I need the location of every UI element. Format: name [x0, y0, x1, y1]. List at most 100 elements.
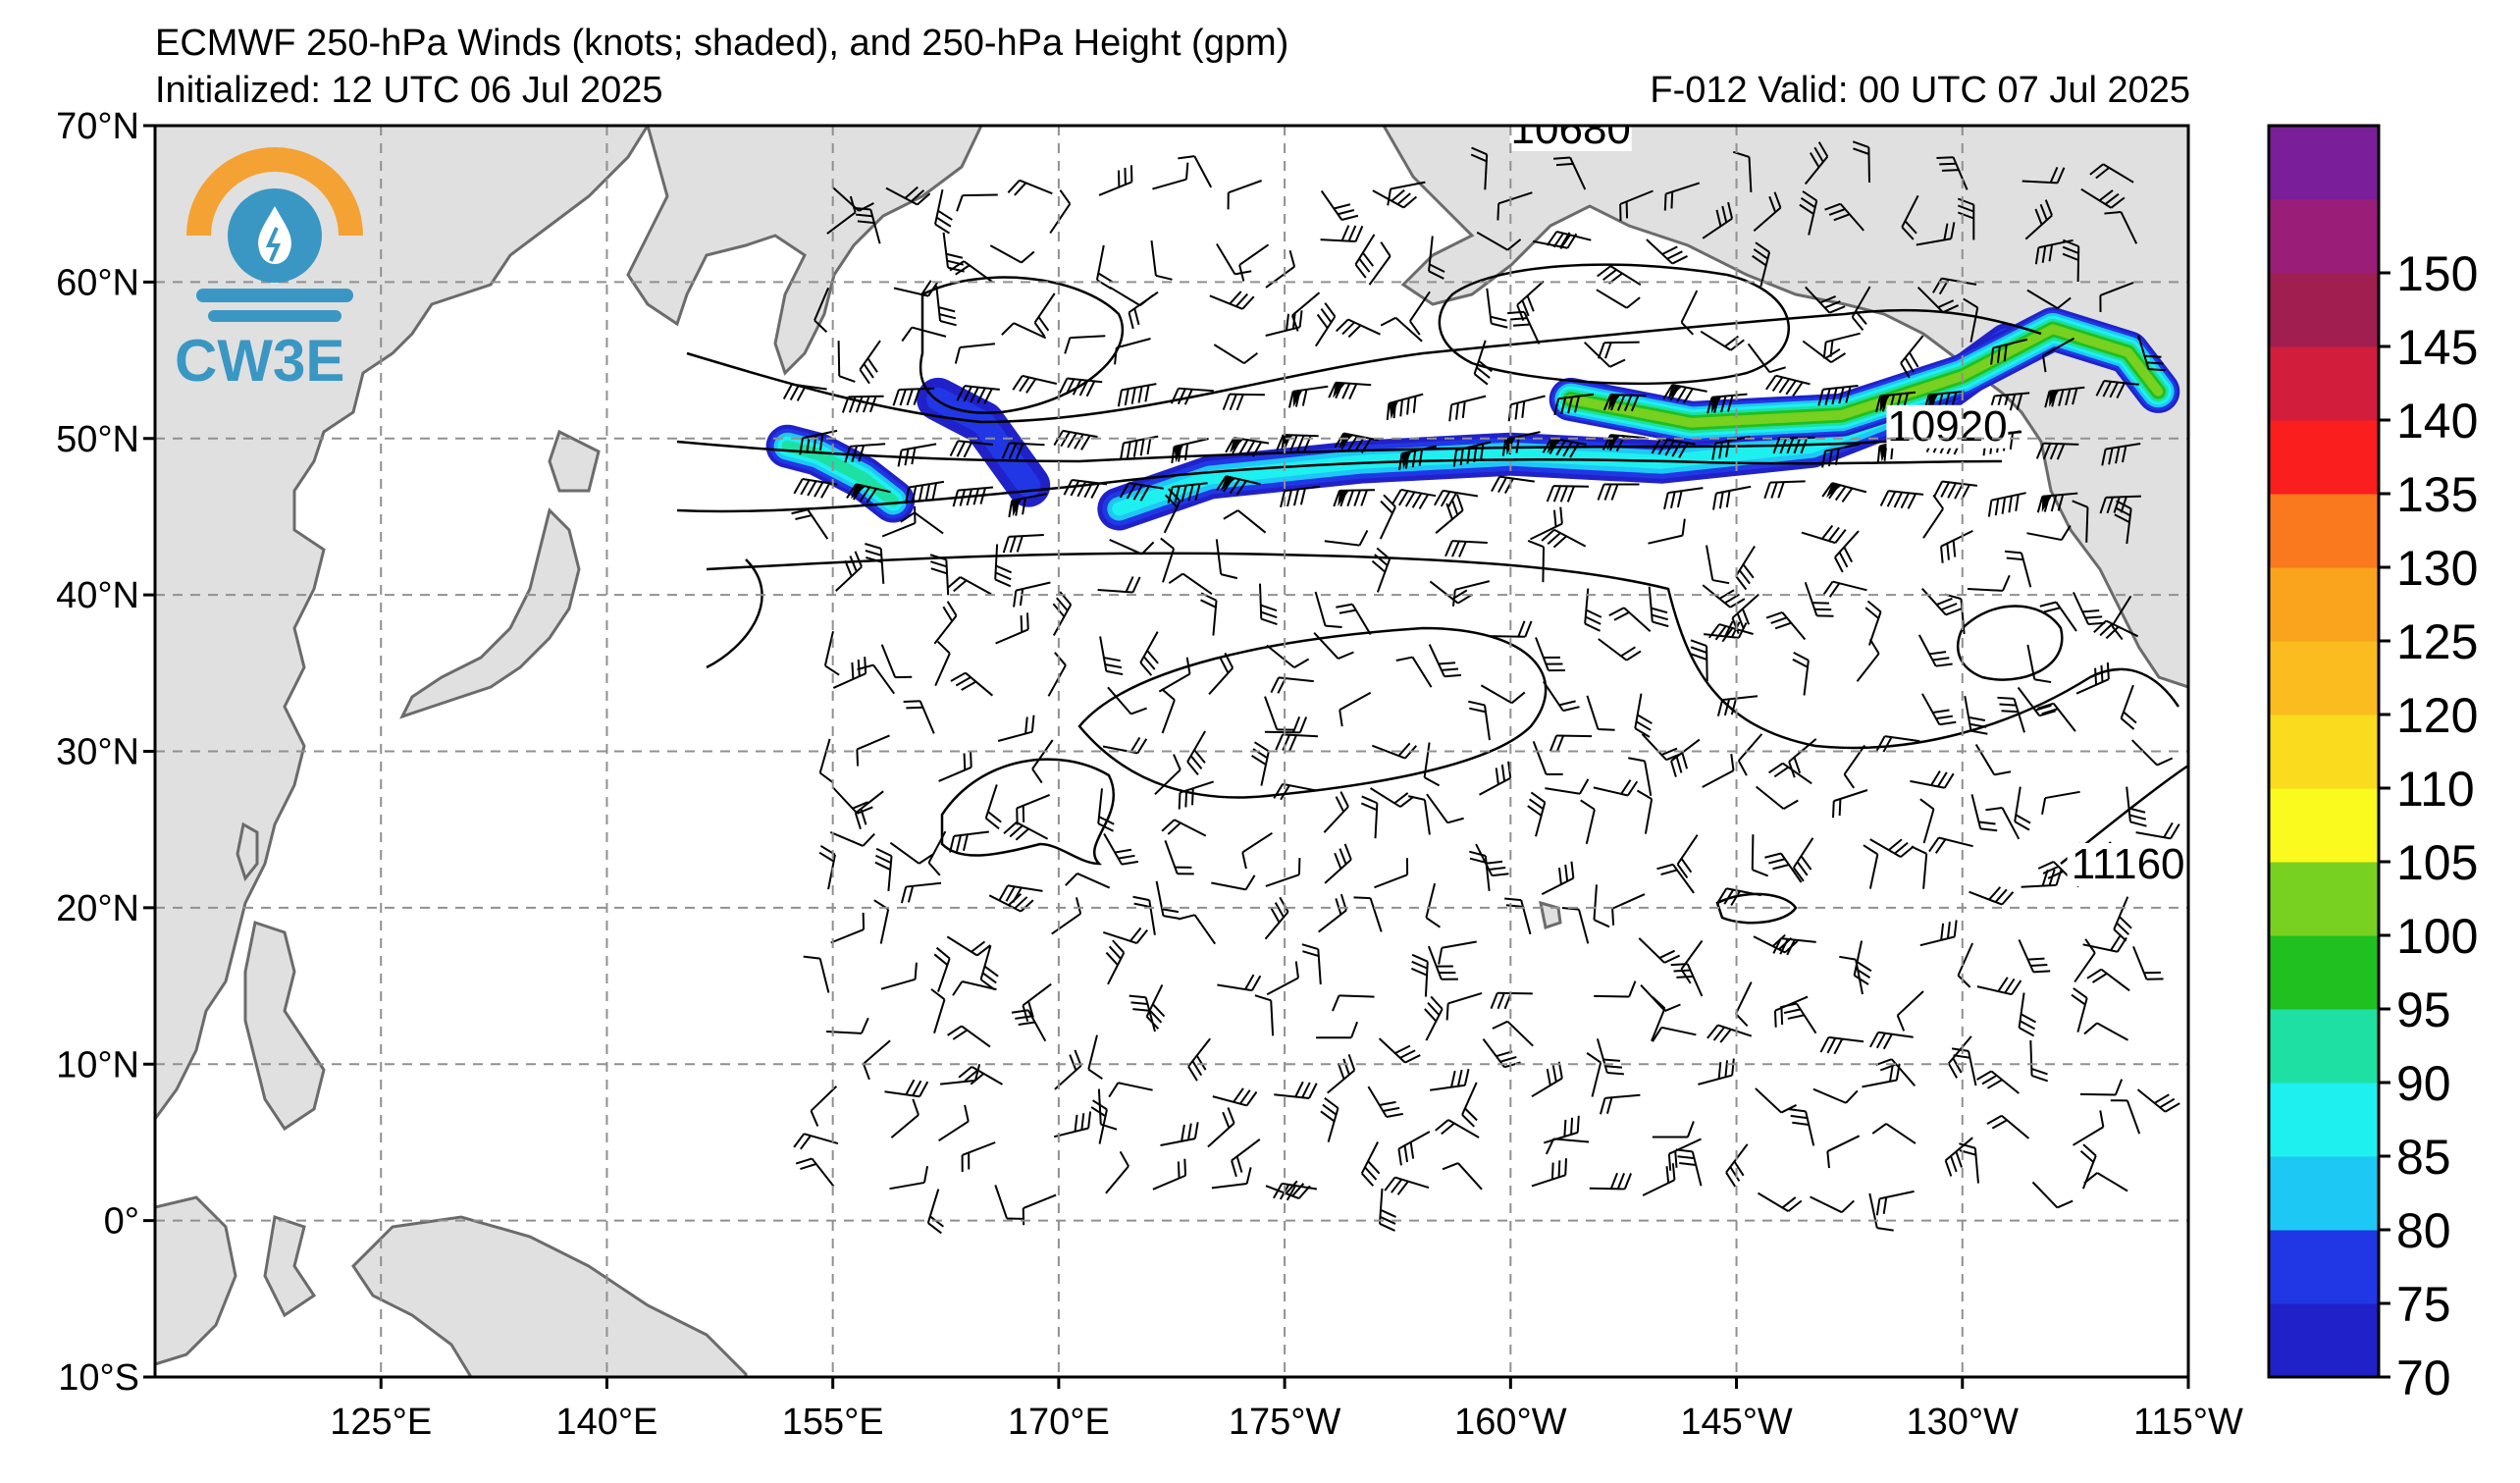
wind-barb [791, 508, 829, 540]
height-contour [676, 458, 2003, 513]
wind-barb [1323, 791, 1349, 833]
wind-barb [859, 340, 881, 385]
colorbar-box [2269, 494, 2379, 568]
wind-barb [989, 244, 1035, 264]
wind-barb [1541, 528, 1587, 549]
wind-barb [1435, 494, 1464, 534]
wind-barb [1490, 991, 1533, 1010]
wind-barb [1254, 994, 1275, 1036]
wind-barb [2130, 739, 2174, 767]
wind-barb [1792, 651, 1810, 696]
contour-label: 10920 [1887, 402, 2007, 450]
wind-barb [1266, 961, 1299, 996]
wind-barb [1597, 483, 1640, 501]
wind-barb [1215, 539, 1238, 580]
wind-barb [984, 784, 1002, 830]
wind-barb [1541, 861, 1575, 895]
wind-barb [826, 195, 857, 235]
lat-tick-label: 10°S [58, 1357, 139, 1399]
wind-barbs [782, 140, 2180, 1235]
wind-barb [1535, 637, 1565, 672]
height-contour [1077, 626, 1548, 799]
wind-barb [2026, 524, 2072, 542]
wind-barb [2082, 935, 2127, 953]
wind-barb [2089, 163, 2134, 184]
colorbar-label: 80 [2396, 1203, 2451, 1258]
wind-barb [1301, 943, 1322, 985]
wind-barb [1211, 874, 1256, 891]
colorbar-label: 145 [2396, 320, 2478, 375]
wind-barb [1611, 893, 1646, 926]
wind-barb [1670, 738, 1701, 777]
wind-barb [1033, 292, 1056, 338]
wind-barb [1049, 189, 1072, 235]
height-contours [676, 263, 2188, 925]
wind-barb [857, 663, 896, 695]
wind-barb [1651, 437, 1696, 458]
wind-barb [1496, 191, 1533, 221]
wind-barb [1001, 322, 1047, 340]
contour-label: 11160 [2072, 840, 2185, 888]
wind-barb [1594, 980, 1637, 998]
wind-barb [1280, 485, 1320, 508]
land-kamchatka [626, 126, 983, 376]
colorbar-box [2269, 126, 2379, 200]
wind-barb [1051, 897, 1082, 935]
wind-barb [1208, 652, 1234, 695]
wind-barb [1737, 733, 1763, 776]
wind-barb [1919, 798, 1935, 844]
wind-barb [1957, 942, 1974, 988]
wind-barb [1792, 837, 1814, 882]
lat-tick-label: 20°N [56, 888, 139, 929]
wind-barb [1970, 794, 1998, 832]
wind-barb [903, 700, 935, 734]
land-philippines [243, 921, 326, 1132]
wind-barb [1435, 1119, 1480, 1139]
wind-barb [1320, 1097, 1339, 1142]
wind-barb [2062, 238, 2080, 283]
wind-barb [1251, 741, 1270, 786]
wind-barb [1751, 834, 1769, 877]
wind-barb [1856, 638, 1880, 682]
wind-barb [1065, 873, 1111, 889]
wind-barb [1922, 494, 1944, 539]
colorbar-label: 150 [2396, 246, 2478, 301]
wind-barb [830, 912, 866, 944]
wind-barb [2110, 1099, 2141, 1135]
wind-barb [1187, 1037, 1211, 1082]
wind-barb [1964, 696, 1988, 735]
lon-tick-label: 170°E [1008, 1402, 1110, 1443]
wind-barb [1022, 982, 1052, 1023]
wind-barb [1875, 735, 1920, 753]
colorbar-label: 120 [2396, 688, 2478, 743]
land-borneo [155, 1195, 237, 1366]
wind-barb [1448, 395, 1487, 422]
wind-barb [2126, 786, 2147, 827]
wind-barb [1391, 488, 1437, 510]
wind-barb [938, 750, 972, 782]
wind-barb [1698, 1058, 1735, 1086]
colorbar-label: 90 [2396, 1056, 2451, 1111]
colorbar-label: 95 [2396, 982, 2451, 1037]
wind-barb [1711, 435, 1751, 460]
wind-barb [1987, 492, 2026, 517]
wind-barb [1064, 335, 1106, 354]
wind-barb [946, 935, 992, 957]
wind-barb [1186, 730, 1206, 776]
wind-barb [1826, 1135, 1861, 1169]
land-sulawesi [263, 1215, 317, 1318]
wind-barb [1097, 576, 1141, 594]
wind-barb [1863, 844, 1879, 889]
wind-barb [1227, 180, 1262, 210]
wind-barb [1090, 1099, 1108, 1144]
wind-barb [2136, 1088, 2180, 1113]
wind-barb [1120, 435, 1159, 460]
wind-barb [1105, 1150, 1129, 1194]
wind-barb [1716, 695, 1759, 716]
wind-barb [2114, 500, 2132, 545]
wind-barb [950, 671, 994, 697]
wind-barb [1896, 990, 1924, 1032]
wind-barb [1476, 231, 1522, 251]
wind-barb [1171, 438, 1209, 464]
